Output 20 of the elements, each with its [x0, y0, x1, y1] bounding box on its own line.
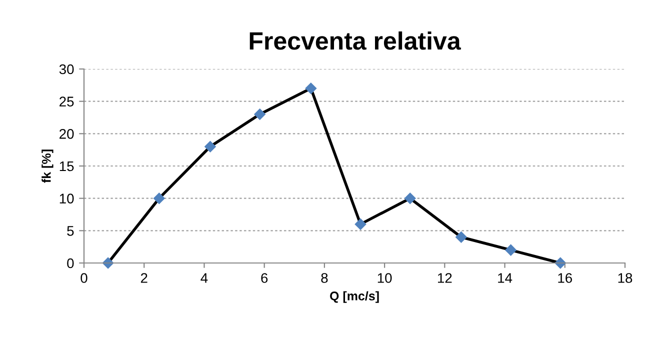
y-axis-title: fk [%]: [42, 150, 54, 183]
y-tick-label: 5: [67, 226, 74, 236]
x-tick-label: 4: [200, 273, 208, 283]
x-tick-label: 0: [80, 273, 88, 283]
x-tick-label: 6: [261, 273, 268, 283]
x-tick-label: 2: [140, 273, 148, 283]
x-tick-label: 16: [558, 273, 572, 283]
y-tick-label: 20: [60, 129, 74, 139]
y-tick-label: 30: [59, 64, 74, 74]
x-tick-label: 8: [321, 273, 328, 283]
chart-title: Frecventa relativa: [250, 31, 461, 50]
y-tick-label: 15: [60, 161, 74, 172]
x-tick-label: 10: [378, 273, 392, 283]
x-tick-label: 14: [498, 273, 512, 283]
x-tick-label: 12: [438, 273, 452, 283]
y-tick-label: 10: [60, 194, 74, 204]
y-tick-label: 25: [60, 96, 74, 107]
x-axis-title: Q [mc/s]: [330, 291, 379, 303]
x-tick-label: 18: [618, 273, 632, 283]
y-tick-label: 0: [67, 258, 74, 268]
